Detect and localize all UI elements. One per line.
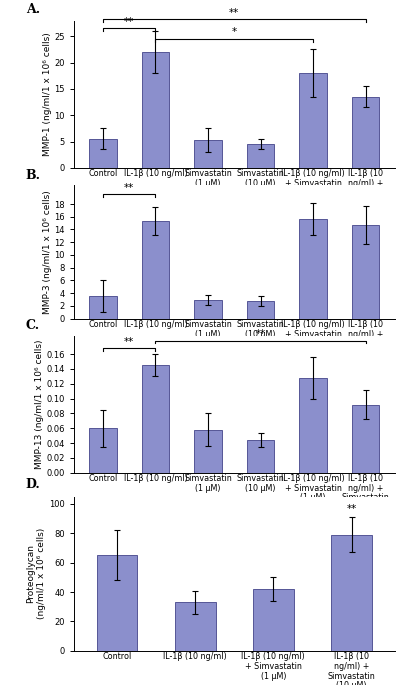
Bar [253, 589, 294, 651]
Bar [352, 405, 379, 473]
Bar [352, 97, 379, 168]
Bar [247, 440, 274, 473]
Bar [89, 296, 117, 319]
Text: **: ** [124, 17, 134, 27]
Text: D.: D. [26, 478, 41, 491]
Text: A.: A. [26, 3, 40, 16]
Bar [97, 556, 137, 651]
Bar [89, 139, 117, 168]
Text: C.: C. [26, 319, 40, 332]
Text: **: ** [229, 8, 239, 18]
Y-axis label: MMP-3 (ng/ml/1 x 10⁶ cells): MMP-3 (ng/ml/1 x 10⁶ cells) [43, 190, 51, 314]
Bar [300, 219, 327, 319]
Text: **: ** [124, 183, 134, 193]
Text: *: * [232, 27, 237, 38]
Bar [142, 52, 169, 168]
Bar [194, 300, 222, 319]
Bar [352, 225, 379, 319]
Bar [194, 429, 222, 473]
Text: B.: B. [26, 169, 41, 182]
Bar [175, 602, 215, 651]
Bar [247, 144, 274, 168]
Y-axis label: Proteoglycan
(ng/ml/1 x 10⁶ cells): Proteoglycan (ng/ml/1 x 10⁶ cells) [26, 528, 46, 619]
Bar [247, 301, 274, 319]
Bar [142, 221, 169, 319]
Bar [194, 140, 222, 168]
Y-axis label: MMP-13 (ng/ml/1 x 10⁶ cells): MMP-13 (ng/ml/1 x 10⁶ cells) [35, 339, 44, 469]
Text: **: ** [346, 504, 357, 514]
Y-axis label: MMP-1 (ng/ml/1 x 10⁶ cells): MMP-1 (ng/ml/1 x 10⁶ cells) [43, 32, 52, 156]
Bar [142, 365, 169, 473]
Bar [89, 428, 117, 473]
Text: **: ** [255, 329, 266, 340]
Bar [300, 73, 327, 168]
Bar [300, 378, 327, 473]
Text: **: ** [124, 337, 134, 347]
Bar [331, 535, 372, 651]
